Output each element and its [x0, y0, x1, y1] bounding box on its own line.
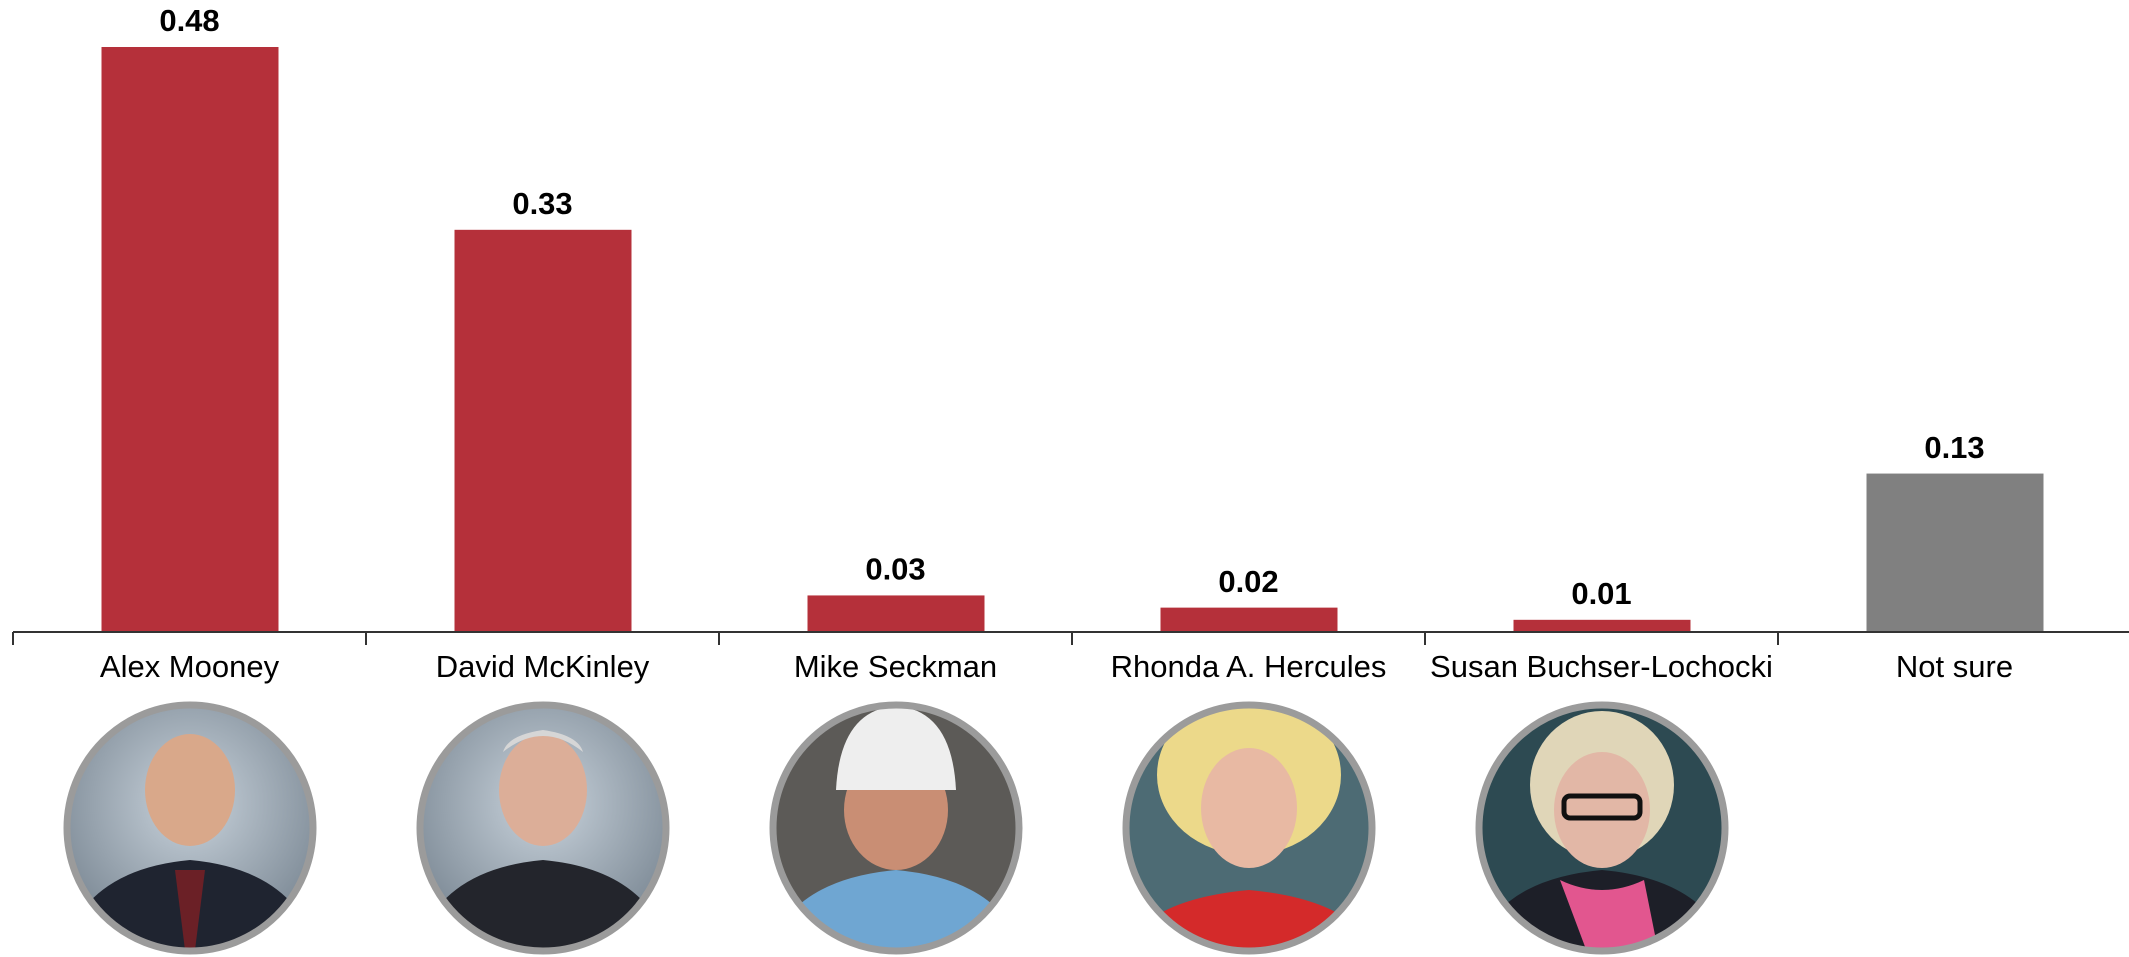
bar: [1866, 473, 2044, 632]
x-tick-label: Not sure: [1896, 649, 2013, 684]
value-label: 0.03: [865, 552, 925, 587]
bar: [1513, 619, 1691, 632]
value-label: 0.02: [1218, 564, 1278, 599]
bar: [1160, 607, 1338, 632]
photo: [773, 705, 1019, 951]
bar: [101, 47, 279, 632]
x-tick-label: Rhonda A. Hercules: [1111, 649, 1387, 684]
x-tick-label: Mike Seckman: [794, 649, 997, 684]
value-label: 0.33: [512, 186, 572, 221]
candidate-photos: [63, 701, 1729, 955]
x-tick-label: Alex Mooney: [100, 649, 280, 684]
bar: [454, 229, 632, 632]
x-tick-label: Susan Buchser-Lochocki: [1430, 649, 1773, 684]
value-label: 0.48: [159, 3, 219, 38]
x-tick-label: David McKinley: [436, 649, 650, 684]
photo: [1126, 705, 1372, 951]
value-label: 0.01: [1571, 576, 1631, 611]
bar: [807, 595, 985, 632]
value-label: 0.13: [1924, 430, 1984, 465]
